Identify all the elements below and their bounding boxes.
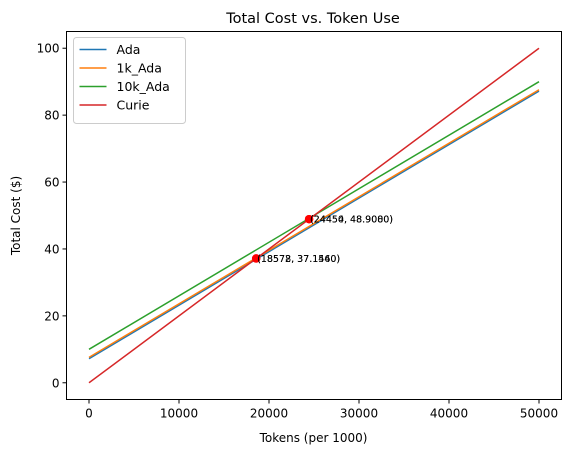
y-tick-label: 20 bbox=[44, 309, 59, 323]
legend-label-ada: Ada bbox=[117, 42, 141, 57]
x-tick-label: 50000 bbox=[520, 407, 558, 421]
legend-box bbox=[73, 37, 186, 124]
y-tick-label: 0 bbox=[52, 376, 60, 390]
intersection-label: (18572, 37.1440) bbox=[257, 254, 340, 265]
intersection-label: (18578, 37.1560) bbox=[257, 254, 340, 265]
y-tick-label: 80 bbox=[44, 109, 59, 123]
legend-label-10k-ada: 10k_Ada bbox=[117, 79, 170, 94]
x-tick-label: 10000 bbox=[160, 407, 198, 421]
x-axis-label: Tokens (per 1000) bbox=[259, 431, 368, 445]
intersection-point bbox=[252, 254, 261, 263]
axis-ticks: 0 10000 20000 30000 40000 50000 0 20 40 60 80 100 bbox=[37, 42, 559, 421]
x-tick-label: 20000 bbox=[250, 407, 288, 421]
legend: Ada 1k_Ada 10k_Ada Curie bbox=[73, 37, 186, 124]
x-tick-label: 30000 bbox=[340, 407, 378, 421]
chart-title: Total Cost vs. Token Use bbox=[225, 11, 400, 27]
x-tick-label: 0 bbox=[85, 407, 93, 421]
plot-area: (18572, 37.1440)(18578, 37.1560) (24450, … bbox=[88, 47, 540, 384]
legend-label-curie: Curie bbox=[117, 98, 150, 113]
x-tick-label: 40000 bbox=[430, 407, 468, 421]
series-line-ada bbox=[88, 90, 540, 360]
intersection-point bbox=[304, 214, 314, 224]
y-axis-label: Total Cost ($) bbox=[9, 176, 23, 256]
y-tick-label: 100 bbox=[37, 42, 60, 56]
series-line-1k-ada bbox=[88, 89, 540, 358]
series-line-curie bbox=[88, 47, 540, 384]
intersection-label: (24450, 48.9000) bbox=[310, 215, 393, 226]
intersection-label: (24454, 48.9080) bbox=[310, 215, 393, 226]
legend-label-1k-ada: 1k_Ada bbox=[117, 61, 162, 76]
y-tick-label: 60 bbox=[44, 176, 59, 190]
y-tick-label: 40 bbox=[44, 242, 59, 256]
plot-frame bbox=[66, 31, 562, 400]
